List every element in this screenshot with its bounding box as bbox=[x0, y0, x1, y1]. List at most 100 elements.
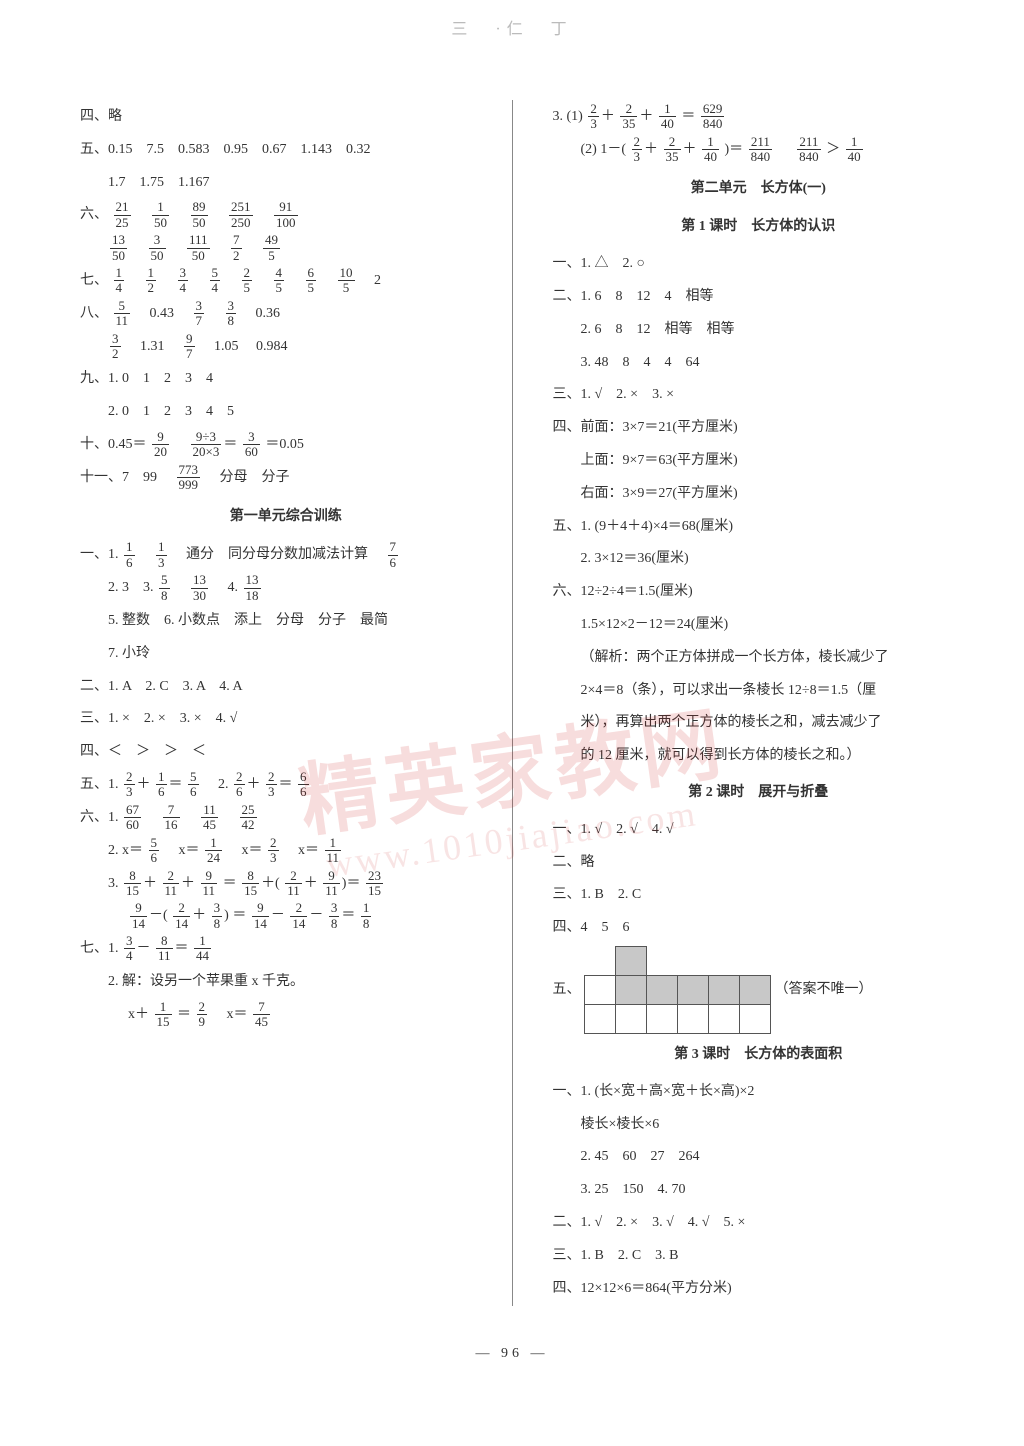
fraction: 914 bbox=[252, 901, 269, 931]
text-line: 二、1. A 2. C 3. A 4. A bbox=[80, 672, 492, 703]
fraction: 1318 bbox=[244, 573, 261, 603]
unit-heading: 第二单元 长方体(一) bbox=[553, 174, 965, 205]
fraction: 8950 bbox=[191, 200, 208, 230]
fraction: 16 bbox=[156, 770, 167, 800]
text-line: 3. 25 150 4. 70 bbox=[553, 1175, 965, 1206]
fraction: 811 bbox=[156, 934, 173, 964]
page-number: — 96 — bbox=[0, 1346, 1024, 1362]
fraction: 12 bbox=[146, 266, 157, 296]
fraction: 97 bbox=[184, 332, 195, 362]
fraction: 920 bbox=[152, 430, 169, 460]
text-line: 六、 2125 150 8950 251250 91100 bbox=[80, 200, 492, 231]
section-heading: 第一单元综合训练 bbox=[80, 502, 492, 533]
fraction: 911 bbox=[323, 869, 340, 899]
label: 五、1. bbox=[80, 777, 122, 792]
text-line: 2. 0 1 2 3 4 5 bbox=[80, 397, 492, 428]
fraction: 25 bbox=[242, 266, 253, 296]
fraction: 23 bbox=[266, 770, 277, 800]
label: 3. bbox=[108, 876, 122, 891]
fraction: 511 bbox=[114, 299, 131, 329]
fraction: 23 bbox=[124, 770, 135, 800]
text-line: 七、 14 12 34 54 25 45 65 105 2 bbox=[80, 266, 492, 297]
fraction: 629840 bbox=[701, 102, 725, 132]
fraction: 211 bbox=[285, 869, 302, 899]
value: 0.984 bbox=[256, 339, 288, 354]
fraction: 18 bbox=[361, 901, 372, 931]
label: 通分 同分母分数加减法计算 bbox=[172, 547, 382, 562]
fraction: 34 bbox=[178, 266, 189, 296]
label: x＋ bbox=[128, 1007, 149, 1022]
fraction: 140 bbox=[702, 135, 719, 165]
value: 0.36 bbox=[256, 306, 281, 321]
fraction: 29 bbox=[197, 1000, 208, 1030]
text-line: 二、1. 6 8 12 4 相等 bbox=[553, 282, 965, 313]
fraction: 2315 bbox=[366, 869, 383, 899]
unfold-grid-figure bbox=[584, 946, 771, 1034]
fraction: 815 bbox=[124, 869, 141, 899]
fraction: 140 bbox=[659, 102, 676, 132]
label: )＝ bbox=[725, 142, 744, 157]
fraction: 66 bbox=[298, 770, 309, 800]
text-line: 十、0.45＝ 920 9÷320×3＝ 360 ＝0.05 bbox=[80, 430, 492, 461]
text-line: 四、4 5 6 bbox=[553, 913, 965, 944]
label: ＞ bbox=[826, 142, 840, 157]
fraction: 54 bbox=[210, 266, 221, 296]
text-line: 八、 511 0.43 37 38 0.36 bbox=[80, 299, 492, 330]
label: 十一、7 99 bbox=[80, 470, 171, 485]
lesson-heading: 第 1 课时 长方体的认识 bbox=[553, 212, 965, 243]
fraction: 350 bbox=[149, 233, 166, 263]
left-column: 四、略 五、0.15 7.5 0.583 0.95 0.67 1.143 0.3… bbox=[80, 100, 513, 1306]
fraction: 11150 bbox=[187, 233, 210, 263]
fraction: 32 bbox=[110, 332, 121, 362]
fraction: 914 bbox=[130, 901, 147, 931]
fraction: 16 bbox=[124, 540, 135, 570]
text-line: 一、1. √ 2. √ 4. √ bbox=[553, 815, 965, 846]
label: (2) 1－( bbox=[581, 142, 627, 157]
fraction: 214 bbox=[290, 901, 307, 931]
text-line: 3. 815＋ 211＋ 911 ＝ 815＋( 211＋ 911)＝ 2315 bbox=[80, 869, 492, 900]
fraction: 1330 bbox=[191, 573, 208, 603]
text-line: 二、1. √ 2. × 3. √ 4. √ 5. × bbox=[553, 1208, 965, 1239]
label: 七、 bbox=[80, 273, 108, 288]
text-line: 1350 350 11150 72 495 bbox=[80, 233, 492, 264]
text-line: 2. x＝ 56 x＝ 124 x＝ 23 x＝ 111 bbox=[80, 836, 492, 867]
text-line: 上面：9×7＝63(平方厘米) bbox=[553, 446, 965, 477]
fraction: 23 bbox=[588, 102, 599, 132]
top-faint-text: 三 ·仁 丁 bbox=[451, 15, 572, 39]
text-line: 2. 3×12＝36(厘米) bbox=[553, 544, 965, 575]
fraction: 214 bbox=[173, 901, 190, 931]
text-line: 棱长×棱长×6 bbox=[553, 1110, 965, 1141]
right-column: 3. (1) 23＋ 235＋ 140 ＝ 629840 (2) 1－( 23＋… bbox=[543, 100, 965, 1306]
text-line: 的 12 厘米，就可以得到长方体的棱长之和。） bbox=[553, 741, 965, 772]
text-line: 1.7 1.75 1.167 bbox=[80, 168, 492, 199]
fraction: 150 bbox=[152, 200, 169, 230]
fraction: 495 bbox=[263, 233, 280, 263]
fraction: 745 bbox=[253, 1000, 270, 1030]
text-line: x＋ 115 ＝ 29 x＝ 745 bbox=[80, 1000, 492, 1031]
text-line: 2×4＝8（条），可以求出一条棱长 12÷8＝1.5（厘 bbox=[553, 676, 965, 707]
label: 2. x＝ bbox=[108, 843, 143, 858]
label: ＝0.05 bbox=[265, 437, 304, 452]
text-line: 五、1. (9＋4＋4)×4＝68(厘米) bbox=[553, 512, 965, 543]
fraction: 115 bbox=[155, 1000, 172, 1030]
label bbox=[778, 142, 792, 157]
fraction: 2125 bbox=[114, 200, 131, 230]
text-line: 六、12÷2÷4＝1.5(厘米) bbox=[553, 577, 965, 608]
label: ＝ bbox=[232, 908, 246, 923]
label: x＝ bbox=[213, 1007, 248, 1022]
fraction: 72 bbox=[231, 233, 242, 263]
label: ＝ bbox=[177, 1007, 191, 1022]
fraction: 76 bbox=[388, 540, 399, 570]
fraction: 91100 bbox=[274, 200, 298, 230]
text-line: 二、略 bbox=[553, 848, 965, 879]
text-line: （解析：两个正方体拼成一个长方体，棱长减少了 bbox=[553, 643, 965, 674]
fraction: 235 bbox=[664, 135, 681, 165]
fraction: 1145 bbox=[201, 803, 218, 833]
fraction: 716 bbox=[163, 803, 180, 833]
fraction: 360 bbox=[243, 430, 260, 460]
text-line: 三、1. × 2. × 3. × 4. √ bbox=[80, 704, 492, 735]
fraction: 815 bbox=[242, 869, 259, 899]
fraction: 140 bbox=[846, 135, 863, 165]
label: 十、0.45＝ bbox=[80, 437, 147, 452]
label: 一、1. bbox=[80, 547, 122, 562]
